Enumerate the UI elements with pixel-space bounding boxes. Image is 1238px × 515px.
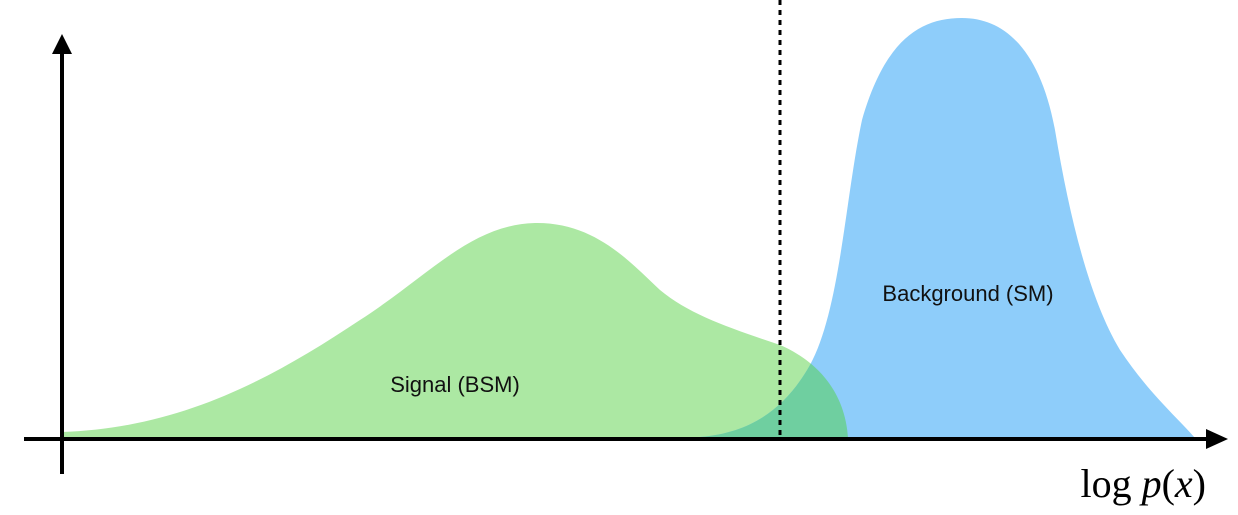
x-axis-title-prefix: log bbox=[1080, 461, 1141, 506]
x-axis-title-func: p bbox=[1139, 461, 1162, 506]
signal-label: Signal (BSM) bbox=[390, 372, 520, 397]
signal-distribution bbox=[62, 222, 848, 438]
x-axis-title-var: x bbox=[1174, 461, 1193, 506]
x-axis-arrowhead bbox=[1206, 429, 1228, 449]
x-axis-title-open-paren: ( bbox=[1162, 461, 1175, 506]
y-axis-arrowhead bbox=[52, 34, 72, 54]
x-axis-title: log p(x) bbox=[1080, 461, 1206, 506]
background-distribution bbox=[62, 18, 1195, 438]
x-axis-title-close-paren: ) bbox=[1193, 461, 1206, 506]
background-label: Background (SM) bbox=[882, 281, 1053, 306]
